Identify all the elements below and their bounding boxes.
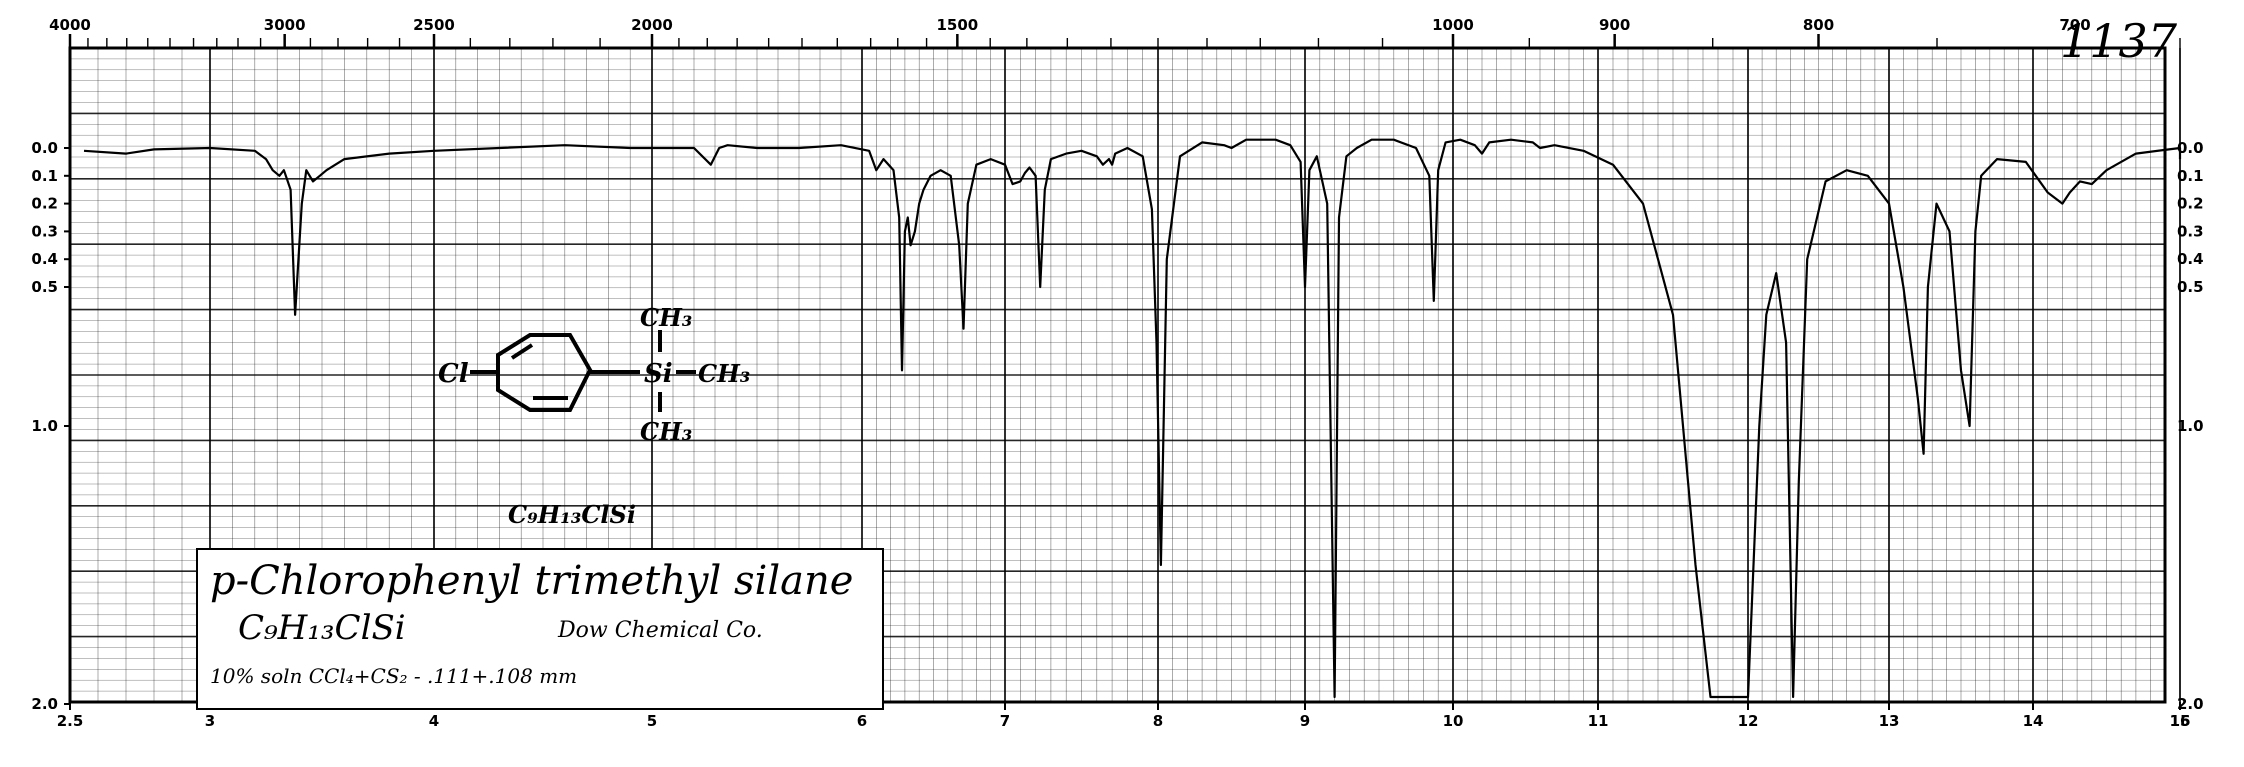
y-tick-label: 0.1 [31,167,58,185]
x-tick-label: 2.5 [57,712,84,730]
y-tick-label: 2.0 [31,695,58,713]
wavenumber-tick-label: 2000 [631,16,673,34]
top-wavenumber-axis: 4000 3000 2500 2000 1500 1000 900 800 700 [49,16,2181,48]
structure-cl: Cl [438,359,469,389]
x-tick-label: 10 [1443,712,1464,730]
y-tick-label: 0.0 [31,139,58,157]
x-tick-label: 15 [2170,712,2191,730]
x-tick-label: 12 [1738,712,1759,730]
y-tick-label: 0.4 [31,250,58,268]
wavenumber-tick-label: 1500 [936,16,978,34]
x-tick-label: 3 [205,712,215,730]
y-tick-label-right: 1.0 [2177,417,2204,435]
x-tick-label: 14 [2023,712,2044,730]
sample-source: Dow Chemical Co. [558,618,763,643]
x-tick-label: 8 [1153,712,1163,730]
wavenumber-tick-label: 2500 [413,16,455,34]
wavenumber-tick-label: 3000 [264,16,306,34]
structure-si: Si [644,359,673,389]
y-tick-label-right: 0.4 [2177,250,2204,268]
sample-label-box: p-Chlorophenyl trimethyl silane C₉H₁₃ClS… [196,548,884,710]
x-tick-label: 9 [1300,712,1310,730]
wavenumber-tick-label: 4000 [49,16,91,34]
right-absorbance-axis: 0.0 0.1 0.2 0.3 0.4 0.5 1.0 2.0 [2177,139,2204,713]
structure-ch3-bottom: CH₃ [640,417,692,446]
x-tick-label: 16 [2170,712,2191,730]
wavenumber-tick-label: 1000 [1432,16,1474,34]
y-tick-label-right: 0.5 [2177,278,2204,296]
y-tick-label-right: 0.0 [2177,139,2204,157]
spectrum-trace [83,138,2182,699]
x-tick-label: 5 [647,712,657,730]
x-tick-label: 4 [429,712,439,730]
sample-conditions: 10% soln CCl₄+CS₂ - .111+.108 mm [210,664,578,688]
chemical-structure [470,330,696,412]
benzene-ring [496,333,593,412]
structure-ch3-right: CH₃ [698,359,750,388]
wavenumber-tick-label: 900 [1599,16,1630,34]
y-tick-label-right: 0.1 [2177,167,2204,185]
y-tick-label: 1.0 [31,417,58,435]
y-tick-label-right: 2.0 [2177,695,2204,713]
wavenumber-tick-label: 700 [2059,16,2090,34]
y-tick-label-right: 0.2 [2177,195,2204,213]
y-tick-label: 0.2 [31,195,58,213]
plot-frame [68,46,2167,704]
x-tick-label: 11 [1588,712,1609,730]
left-absorbance-axis: 0.0 0.1 0.2 0.3 0.4 0.5 1.0 2.0 [31,139,70,713]
ring-bond [510,343,534,360]
structure-ch3-top: CH₃ [640,303,692,332]
y-tick-label: 0.5 [31,278,58,296]
x-tick-label: 7 [1000,712,1010,730]
y-tick-label: 0.3 [31,222,58,240]
x-tick-label: 13 [1879,712,1900,730]
x-tick-label: 6 [857,712,867,730]
compound-name: p-Chlorophenyl trimethyl silane [210,558,854,604]
molecular-formula: C₉H₁₃ClSi [238,608,406,648]
y-tick-label-right: 0.3 [2177,222,2204,240]
spectrum-number: 1137 [2060,14,2178,68]
wavenumber-tick-label: 800 [1803,16,1834,34]
structure-formula: C₉H₁₃ClSi [508,500,636,529]
